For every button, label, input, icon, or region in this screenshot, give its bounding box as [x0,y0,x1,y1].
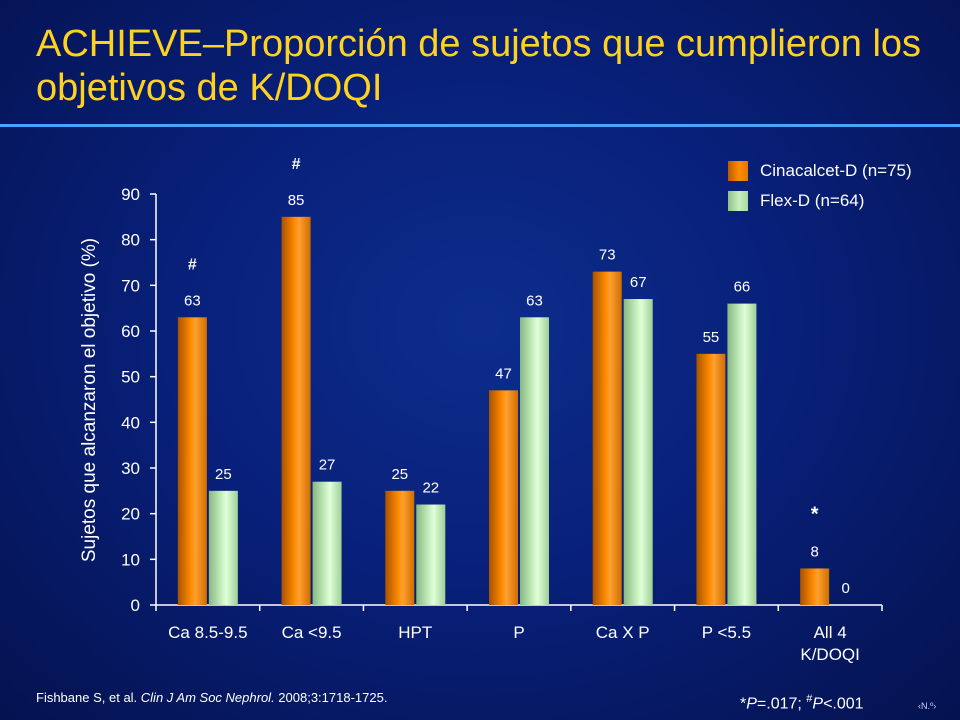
data-label: 47 [495,365,512,382]
x-tick-label: Ca <9.5 [282,623,342,642]
y-tick-label: 70 [121,276,140,295]
citation-journal: Clin J Am Soc Nephrol. [140,690,275,705]
p-hash: # [806,693,813,705]
data-label: 22 [422,480,439,497]
bar-cinacalcet [696,353,726,605]
legend-swatch-cinacalcet [728,161,748,181]
x-tick-label: Ca 8.5-9.5 [168,623,247,642]
bar-cinacalcet [489,390,518,605]
data-label: 73 [599,247,616,264]
significance-hash: # [292,156,301,173]
legend-swatch-flex-d [728,191,748,211]
data-label: 27 [319,457,336,474]
y-tick-label: 10 [121,550,140,569]
y-tick-label: 50 [121,368,140,387]
x-tick-label: P <5.5 [702,623,751,642]
title-divider [0,124,960,127]
data-label: 85 [288,192,305,209]
citation-authors: Fishbane S, et al. [36,690,141,705]
bar-cinacalcet [177,317,207,605]
y-tick-label: 40 [121,413,140,432]
slide-number: ‹N.º› [918,701,937,711]
y-tick-label: 60 [121,322,140,341]
x-tick-label: K/DOQI [800,645,860,664]
bar-flex-d [623,299,653,605]
legend-label-cinacalcet: Cinacalcet-D (n=75) [760,161,912,180]
data-label: 66 [734,279,751,296]
significance-star: * [811,503,819,525]
legend-item-cinacalcet: Cinacalcet-D (n=75) [728,157,912,185]
citation: Fishbane S, et al. Clin J Am Soc Nephrol… [36,690,387,705]
bar-flex-d [520,317,549,605]
x-tick-label: P [513,623,524,642]
y-tick-label: 0 [131,596,140,615]
legend-item-flex-d: Flex-D (n=64) [728,187,912,215]
bar-cinacalcet [385,490,415,605]
slide-title: ACHIEVE–Proporción de sujetos que cumpli… [36,23,922,109]
significance-hash: # [188,256,197,273]
y-axis-title: Sujetos que alcanzaron el objetivo (%) [79,237,100,563]
y-tick-label: 80 [121,231,140,250]
bar-cinacalcet [592,271,622,605]
bar-flex-d [416,504,446,605]
y-tick-label: 90 [121,185,140,204]
bar-flex-d [208,490,238,605]
data-label: 63 [526,292,543,309]
p-star: * [740,695,747,713]
legend-label-flex-d: Flex-D (n=64) [760,191,865,210]
bar-flex-d [312,481,342,605]
x-tick-label: HPT [398,623,432,642]
p-label-2: P [812,695,824,713]
p-value-2: <.001 [823,695,864,713]
bar-flex-d [727,303,757,605]
data-label: 55 [703,329,720,346]
data-label: 8 [810,543,818,560]
data-label: 25 [391,466,408,483]
y-tick-label: 30 [121,459,140,478]
p-label-1: P [746,695,757,713]
p-values-note: *P=.017; #P<.001 [740,693,864,713]
data-label: 63 [184,292,201,309]
p-value-1: =.017; [756,695,807,713]
legend: Cinacalcet-D (n=75) Flex-D (n=64) [728,157,912,217]
bar-cinacalcet [800,568,830,605]
data-label: 0 [841,580,849,597]
x-tick-label: Ca X P [596,623,650,642]
data-label: 25 [215,466,232,483]
bar-cinacalcet [281,216,311,606]
x-tick-label: All 4 [814,623,847,642]
data-label: 67 [630,274,647,291]
y-tick-label: 20 [121,505,140,524]
citation-ref: 2008;3:1718-1725. [274,690,388,705]
